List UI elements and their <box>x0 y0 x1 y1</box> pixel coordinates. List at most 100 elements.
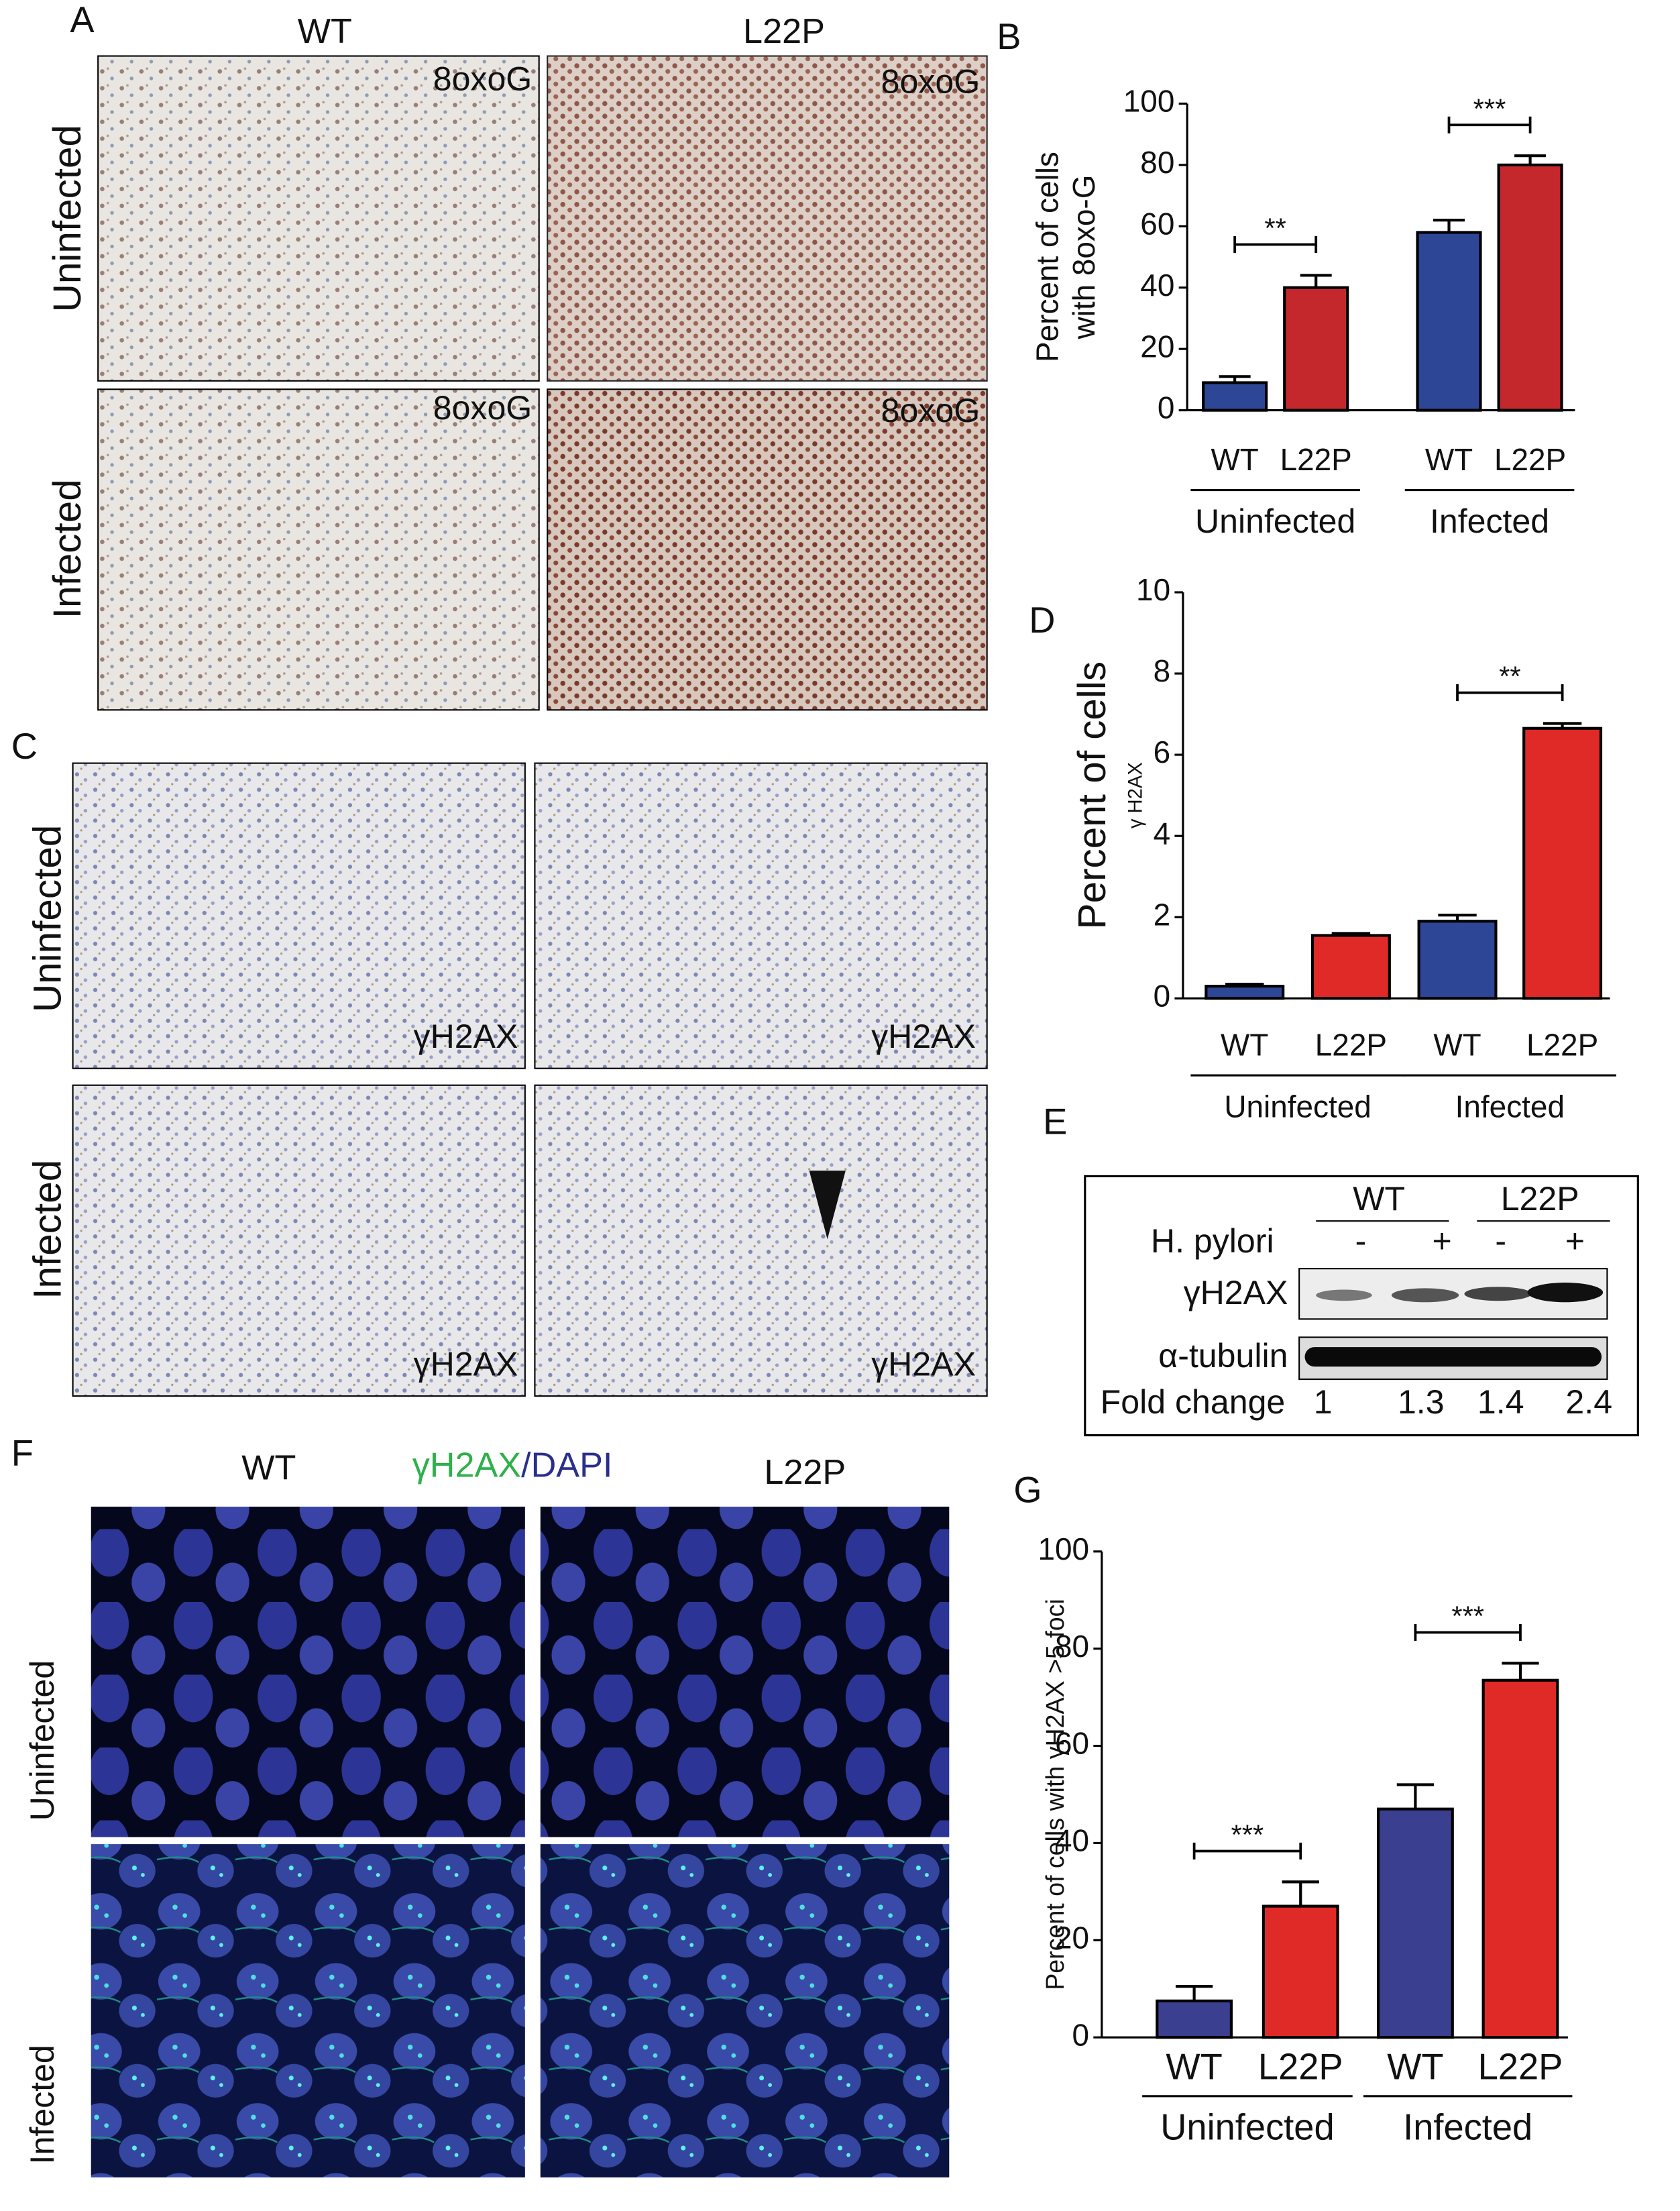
micrograph <box>72 1084 526 1397</box>
micrograph <box>97 55 540 382</box>
error-bar <box>1282 1880 1319 1906</box>
panel-label: D <box>1029 600 1055 641</box>
treatment-state: - <box>1355 1222 1367 1260</box>
x-tick-label: WT <box>1433 1027 1481 1062</box>
significance-label: ** <box>1499 661 1520 692</box>
y-axis-label: with 8oxo-G <box>1066 175 1101 340</box>
micrograph <box>91 1844 525 2177</box>
treatment-state: + <box>1565 1222 1585 1260</box>
y-tick-label: 4 <box>1154 816 1171 851</box>
stain-label: 8oxoG <box>881 62 981 100</box>
panel-label: B <box>997 16 1021 57</box>
x-tick-label: WT <box>1387 2047 1443 2088</box>
error-bar <box>1175 1985 1213 2001</box>
genotype-label: L22P <box>1501 1180 1579 1218</box>
significance-label: *** <box>1451 1601 1484 1632</box>
panel-f: WT L22P γH2AX/DAPI Uninfected Infected <box>23 1446 950 2177</box>
panel-c: Uninfected Infected γH2AX γH2AX γH2AX γH… <box>26 762 988 1397</box>
y-tick-label: 100 <box>1123 84 1175 119</box>
row-label: Infected <box>26 1160 70 1299</box>
error-bar <box>1543 722 1582 729</box>
column-label: L22P <box>743 12 825 51</box>
column-label: WT <box>298 12 352 51</box>
micrograph <box>72 762 526 1069</box>
stain-label: 8oxoG <box>433 389 533 427</box>
panel-a: WT L22P Uninfected Infected 8oxoG 8oxoG … <box>46 12 988 711</box>
micrograph <box>534 1084 988 1397</box>
error-bar <box>1300 274 1332 288</box>
error-bar <box>1438 914 1477 922</box>
group-label: Uninfected <box>1224 1089 1371 1124</box>
row-label: Uninfected <box>26 825 70 1012</box>
stain-label: γH2AX <box>871 1346 976 1383</box>
bar <box>1262 1904 1339 2039</box>
y-tick-label: 0 <box>1158 390 1175 425</box>
error-bar <box>1396 1783 1435 1809</box>
bar <box>1416 231 1482 412</box>
column-label: L22P <box>764 1453 846 1492</box>
y-tick-label: 20 <box>1055 1920 1089 1955</box>
bar <box>1522 726 1603 1000</box>
x-tick-label: WT <box>1166 2047 1222 2088</box>
band <box>1316 1289 1372 1301</box>
group-label: Infected <box>1430 502 1549 540</box>
error-bar <box>1433 219 1465 233</box>
bar <box>1205 985 1285 1000</box>
significance-bracket <box>1192 1842 1302 1859</box>
band <box>1391 1288 1459 1303</box>
group-label: Uninfected <box>1160 2106 1334 2147</box>
fold-change: 2.4 <box>1565 1383 1612 1421</box>
micrograph <box>534 762 988 1069</box>
micrograph <box>97 388 540 711</box>
panel-label: C <box>11 726 38 767</box>
significance-bracket <box>1414 1623 1522 1641</box>
bar <box>1497 163 1563 412</box>
significance-bracket <box>1233 236 1318 254</box>
y-axis-label: Percent of cells <box>1070 661 1114 930</box>
panel-label: A <box>70 0 95 40</box>
bar <box>1377 1807 1454 2039</box>
significance-label: ** <box>1264 213 1286 244</box>
panel-label: E <box>1043 1101 1067 1142</box>
y-tick-label: 8 <box>1154 653 1171 688</box>
significance-label: *** <box>1231 1819 1264 1851</box>
y-tick-label: 6 <box>1154 735 1171 769</box>
genotype-label: WT <box>1353 1180 1405 1218</box>
y-tick-label: 20 <box>1140 329 1174 364</box>
micrograph <box>547 55 988 382</box>
y-tick-label: 40 <box>1055 1823 1089 1858</box>
treatment-state: + <box>1432 1222 1451 1260</box>
bar <box>1310 934 1391 1000</box>
error-bar <box>1225 983 1264 987</box>
significance-bracket <box>1456 684 1564 702</box>
x-tick-label: L22P <box>1315 1027 1387 1062</box>
micrograph <box>91 1507 525 1837</box>
panel-labels: A B C D E F G <box>11 0 1068 1511</box>
treatment-state: - <box>1495 1222 1506 1260</box>
error-bar <box>1514 154 1547 165</box>
x-tick-label: WT <box>1211 442 1258 477</box>
bar <box>1481 1678 1559 2039</box>
group-label: Uninfected <box>1195 502 1355 540</box>
y-tick-label: 100 <box>1038 1531 1089 1566</box>
error-bar <box>1219 375 1251 383</box>
bar <box>1283 286 1349 412</box>
panel-label: F <box>11 1433 34 1474</box>
y-axis-label: Percent of cells <box>1030 152 1065 362</box>
x-tick-label: L22P <box>1280 442 1352 477</box>
stain-label: γH2AX <box>871 1018 976 1055</box>
group-label: Infected <box>1455 1089 1565 1124</box>
micrograph <box>540 1844 950 2177</box>
y-axis-label: γ H2AX <box>1125 762 1147 828</box>
band <box>1304 1347 1602 1367</box>
stain-label: γH2AX <box>414 1018 518 1055</box>
panel-label: G <box>1013 1470 1042 1511</box>
row-label: Infected <box>23 2045 61 2164</box>
treatment-label: H. pylori <box>1151 1222 1274 1260</box>
chart: 0 20 40 60 80 100 Percent of cells with 8oxo-G W… <box>1030 84 1575 540</box>
stain-label: 8oxoG <box>881 392 981 429</box>
y-tick-label: 80 <box>1055 1629 1089 1664</box>
fold-change: 1.4 <box>1477 1383 1524 1421</box>
stain-label: 8oxoG <box>433 60 533 97</box>
